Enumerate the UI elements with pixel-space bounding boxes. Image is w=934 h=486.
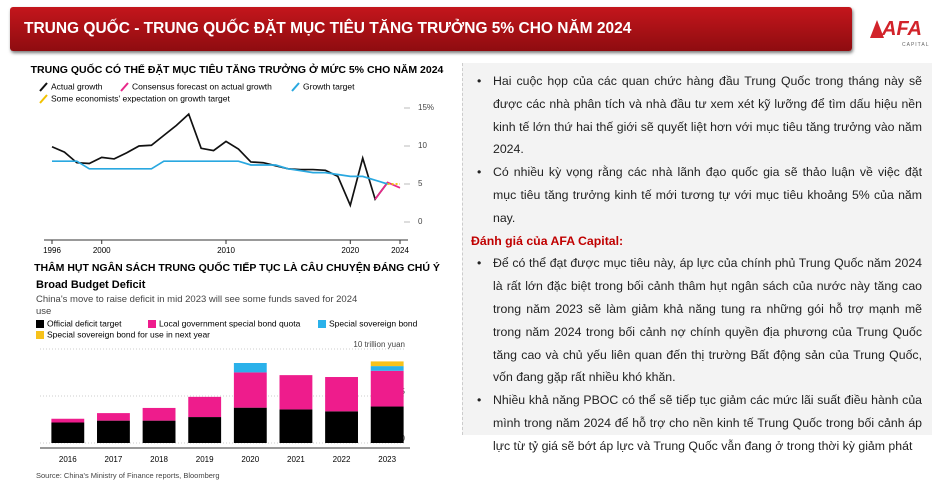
bar-segment <box>279 409 313 443</box>
y-tick-label: 5 <box>418 179 423 188</box>
bar-segment <box>97 413 130 421</box>
bar-segment <box>325 411 358 443</box>
x-tick-label: 2018 <box>150 455 168 464</box>
series-line <box>374 181 401 200</box>
inner-title: Broad Budget Deficit <box>36 279 146 291</box>
bar-segment <box>97 420 130 443</box>
y-tick-label: 10 trillion yuan <box>353 340 405 349</box>
bar-segment <box>142 407 176 421</box>
bullet-list: Để có thể đạt được mục tiêu này, áp lực … <box>471 252 922 457</box>
bar-segment <box>142 420 176 443</box>
subtitle: China's move to raise deficit in mid 202… <box>36 294 357 317</box>
legend-swatch <box>39 94 48 104</box>
text-panel: Hai cuộc họp của các quan chức hàng đầu … <box>462 63 932 453</box>
bar-segment <box>370 361 404 367</box>
bullet-list: Hai cuộc họp của các quan chức hàng đầu … <box>471 70 922 230</box>
x-tick-label: 2024 <box>391 246 409 255</box>
legend-swatch <box>39 82 48 92</box>
x-tick-label: 2022 <box>333 455 351 464</box>
legend-swatch <box>36 320 44 328</box>
logo-name: AFA <box>882 18 922 40</box>
legend-swatch <box>318 320 326 328</box>
legend-swatch <box>120 82 129 92</box>
legend-label: Growth target <box>303 81 355 91</box>
bar-segment <box>51 422 85 443</box>
bar-segment <box>233 372 267 408</box>
legend-label: Special sovereign bond for use in next y… <box>47 329 210 339</box>
series-line <box>51 112 389 208</box>
bar-segment <box>233 407 267 443</box>
bullet: Có nhiều kỳ vọng rằng các nhà lãnh đạo q… <box>477 161 922 229</box>
legend-label: Consensus forecast on actual growth <box>132 81 272 91</box>
x-tick-label: 2016 <box>59 455 77 464</box>
bar-segment <box>233 363 267 373</box>
subtitle-line: use <box>36 306 51 317</box>
legend-label: Special sovereign bond <box>329 318 418 328</box>
legend-label: Some economists' expectation on growth t… <box>51 93 230 103</box>
bar-segment <box>279 375 313 410</box>
charts: TRUNG QUỐC CÓ THỂ ĐẶT MỤC TIÊU TĂNG TRƯỞ… <box>30 62 450 485</box>
subtitle-line: China's move to raise deficit in mid 202… <box>36 294 357 305</box>
logo: AFA CAPITAL <box>868 14 932 54</box>
bar-segment <box>188 417 222 443</box>
header-title: TRUNG QUỐC - TRUNG QUỐC ĐẶT MỤC TIÊU TĂN… <box>10 7 852 51</box>
legend-swatch <box>291 82 300 92</box>
series-line <box>52 160 388 185</box>
x-tick-label: 2017 <box>105 455 123 464</box>
y-tick-label: 10 <box>418 141 427 150</box>
y-tick-label: 0 <box>418 217 423 226</box>
x-tick-label: 2000 <box>93 246 111 255</box>
x-tick-label: 2021 <box>287 455 305 464</box>
x-tick-label: 2020 <box>341 246 359 255</box>
legend-label: Local government special bond quota <box>159 318 301 328</box>
chart-title: TRUNG QUỐC CÓ THỂ ĐẶT MỤC TIÊU TĂNG TRƯỞ… <box>31 62 444 76</box>
bar-segment <box>325 377 358 412</box>
x-tick-label: 2020 <box>241 455 259 464</box>
legend-label: Official deficit target <box>47 318 122 328</box>
x-tick-label: 2010 <box>217 246 235 255</box>
legend-swatch <box>36 331 44 339</box>
bar-segment <box>370 366 404 371</box>
bar-segment <box>51 418 85 423</box>
x-tick-label: 2019 <box>196 455 214 464</box>
chart-title: THÂM HỤT NGÂN SÁCH TRUNG QUỐC TIẾP TỤC L… <box>34 260 440 274</box>
legend-label: Actual growth <box>51 81 103 91</box>
y-tick-label: 15% <box>418 103 434 112</box>
x-tick-label: 2023 <box>378 455 396 464</box>
bullet: Để có thể đạt được mục tiêu này, áp lực … <box>477 252 922 389</box>
bar-segment <box>188 396 222 418</box>
source: Source: China's Ministry of Finance repo… <box>36 471 220 480</box>
bar-segment <box>370 370 404 407</box>
heading: Đánh giá của AFA Capital: <box>471 233 624 248</box>
bullet: Hai cuộc họp của các quan chức hàng đầu … <box>477 70 922 161</box>
logo-sub: CAPITAL <box>902 42 930 48</box>
legend-swatch <box>148 320 156 328</box>
bullet: Nhiều khả năng PBOC có thể sẽ tiếp tục g… <box>477 389 922 457</box>
x-tick-label: 1996 <box>43 246 61 255</box>
bar-segment <box>370 406 404 443</box>
